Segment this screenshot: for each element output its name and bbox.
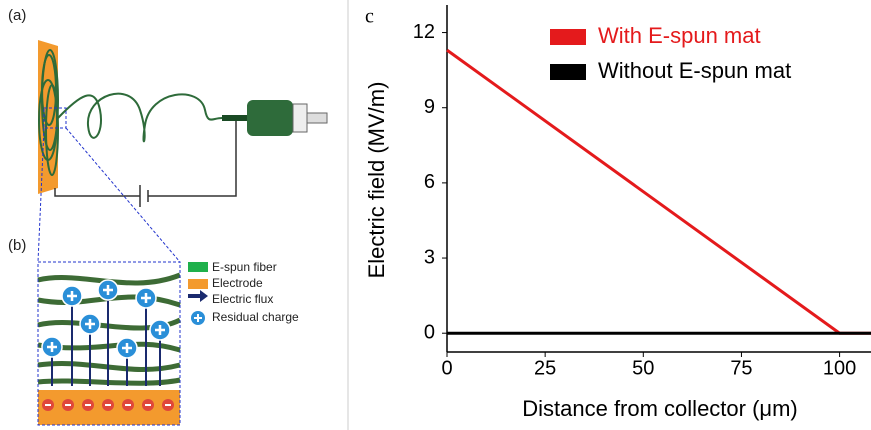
syringe xyxy=(247,100,293,136)
plunger-rod xyxy=(306,112,328,124)
legend-label: Without E-spun mat xyxy=(598,58,791,83)
x-tick-label: 25 xyxy=(534,357,556,379)
x-tick-label: 75 xyxy=(730,357,752,379)
y-tick-label: 3 xyxy=(424,246,435,268)
y-axis-label: Electric field (MV/m) xyxy=(364,82,389,279)
fiber-mat xyxy=(38,49,59,176)
legend-icon xyxy=(188,290,208,302)
zoom-panel xyxy=(37,261,181,426)
charge-sign xyxy=(67,291,77,301)
y-tick-label: 6 xyxy=(424,171,435,193)
x-tick-label: 0 xyxy=(441,357,452,379)
panel-label: (b) xyxy=(8,237,26,254)
y-tick-label: 12 xyxy=(413,21,435,43)
panel-label: (a) xyxy=(8,7,26,24)
zoom-line xyxy=(65,127,181,263)
charge-sign xyxy=(141,293,151,303)
zoom-box xyxy=(43,107,67,129)
legend-swatch xyxy=(550,29,586,45)
legend-icon xyxy=(188,262,208,272)
series-line xyxy=(446,48,871,335)
charge-sign xyxy=(47,342,57,352)
panel-label: c xyxy=(365,6,374,28)
charge-sign xyxy=(85,319,95,329)
legend-icon xyxy=(188,279,208,289)
legend-label: Electrode xyxy=(212,276,263,290)
x-tick-label: 50 xyxy=(632,357,654,379)
legend-swatch xyxy=(550,64,586,80)
wire xyxy=(54,188,140,197)
plunger xyxy=(292,103,308,133)
x-axis-label: Distance from collector (μm) xyxy=(522,396,798,421)
legend-label: E-spun fiber xyxy=(212,260,277,274)
wire xyxy=(148,121,237,197)
y-tick-label: 9 xyxy=(424,96,435,118)
charge-sign xyxy=(103,285,113,295)
jet xyxy=(57,92,223,143)
legend-label: Electric flux xyxy=(212,292,273,306)
legend-icon xyxy=(194,314,202,322)
charge-sign xyxy=(122,343,132,353)
y-tick-label: 0 xyxy=(424,321,435,343)
charge-sign xyxy=(155,325,165,335)
schematic: (a) (b) E-spun fiber Electro xyxy=(8,7,328,426)
zoom-line xyxy=(37,127,45,263)
x-tick-label: 100 xyxy=(823,357,856,379)
legend-label: With E-spun mat xyxy=(598,23,761,48)
legend-label: Residual charge xyxy=(212,310,299,324)
needle xyxy=(222,115,247,121)
